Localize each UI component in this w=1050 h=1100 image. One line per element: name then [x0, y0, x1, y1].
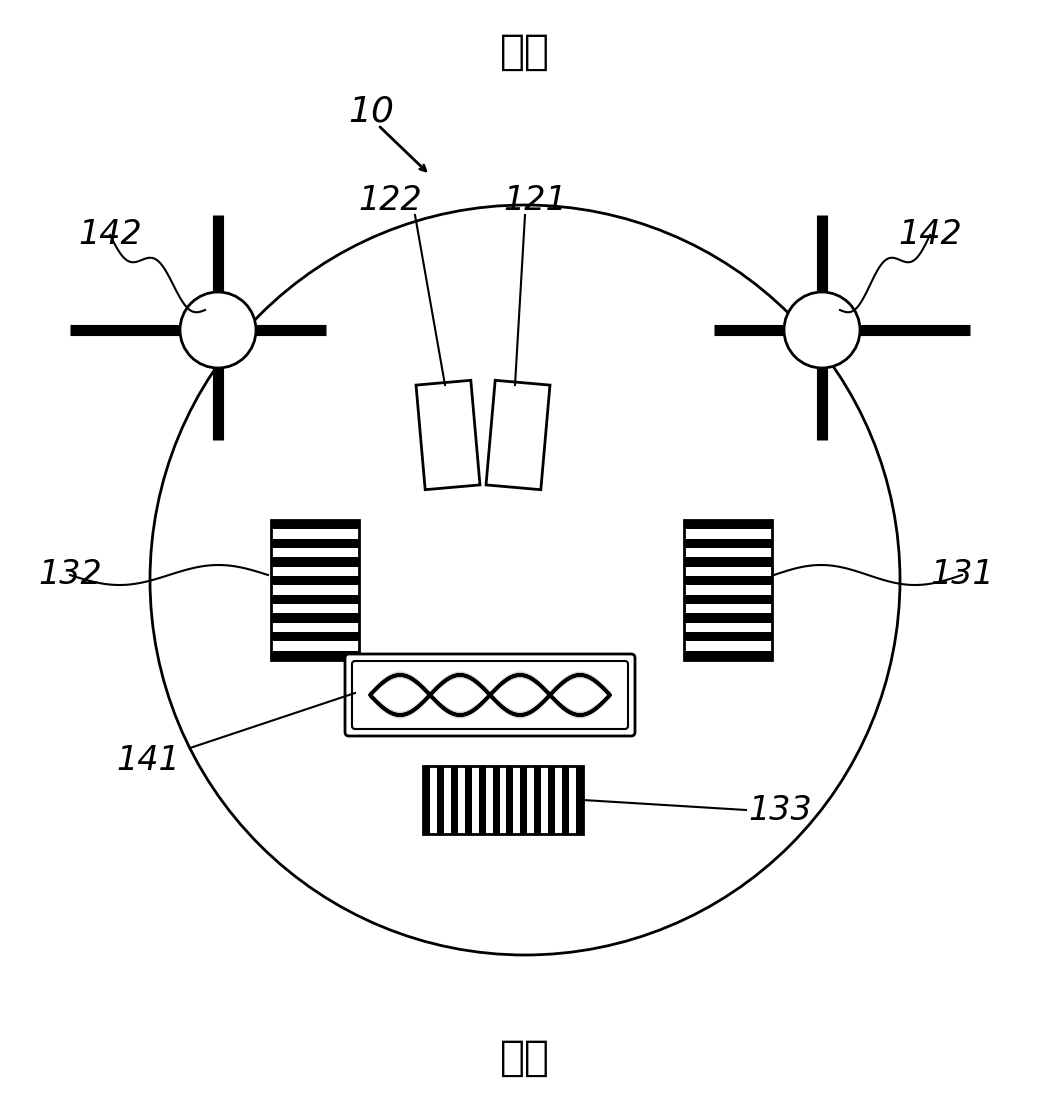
Circle shape: [180, 292, 256, 368]
Text: 前方: 前方: [500, 31, 550, 73]
Bar: [684, 558, 772, 566]
Bar: [576, 766, 583, 834]
FancyBboxPatch shape: [345, 654, 635, 736]
Bar: [271, 632, 359, 641]
Bar: [492, 766, 500, 834]
Polygon shape: [416, 381, 480, 490]
Bar: [271, 651, 359, 660]
Polygon shape: [486, 381, 550, 490]
Bar: [684, 539, 772, 548]
Bar: [271, 520, 359, 529]
Text: 133: 133: [748, 793, 812, 826]
Text: 142: 142: [898, 219, 962, 252]
Bar: [450, 766, 458, 834]
Text: 后方: 后方: [500, 1037, 550, 1079]
Bar: [465, 766, 471, 834]
Text: 121: 121: [503, 184, 567, 217]
Bar: [271, 614, 359, 623]
Text: 10: 10: [348, 95, 394, 129]
Text: 132: 132: [38, 559, 102, 592]
Bar: [271, 539, 359, 548]
Bar: [684, 651, 772, 660]
Circle shape: [784, 292, 860, 368]
Bar: [271, 558, 359, 566]
Bar: [271, 520, 359, 660]
Bar: [423, 766, 583, 834]
Bar: [684, 520, 772, 660]
Bar: [534, 766, 541, 834]
Bar: [548, 766, 555, 834]
Bar: [271, 576, 359, 585]
Bar: [271, 595, 359, 604]
Bar: [684, 632, 772, 641]
Text: 131: 131: [930, 559, 994, 592]
Bar: [423, 766, 429, 834]
Bar: [684, 595, 772, 604]
Text: 122: 122: [358, 184, 422, 217]
FancyBboxPatch shape: [352, 661, 628, 729]
Bar: [479, 766, 485, 834]
Bar: [437, 766, 444, 834]
Bar: [684, 614, 772, 623]
Text: 141: 141: [117, 744, 180, 777]
Bar: [506, 766, 513, 834]
Bar: [684, 520, 772, 529]
Bar: [562, 766, 569, 834]
Bar: [684, 576, 772, 585]
Text: 142: 142: [78, 219, 142, 252]
Bar: [521, 766, 527, 834]
